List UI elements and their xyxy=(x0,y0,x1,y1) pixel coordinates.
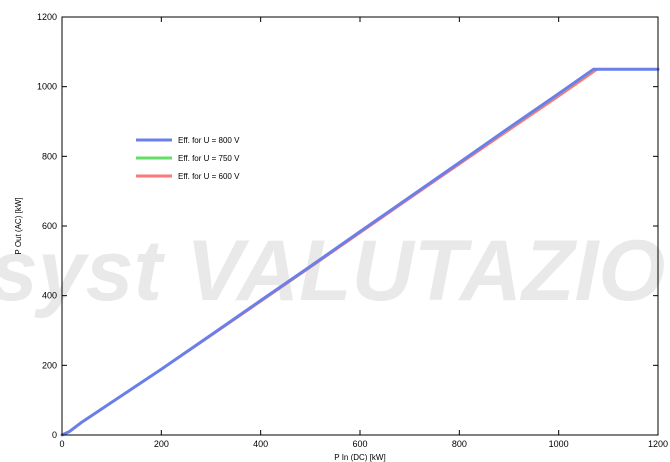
x-axis-label: P In (DC) [kW] xyxy=(334,453,385,462)
legend: Eff. for U = 800 V Eff. for U = 750 V Eff.… xyxy=(136,136,240,181)
y-tick-label: 400 xyxy=(42,291,57,301)
x-tick-label: 400 xyxy=(253,439,268,449)
y-tick-label: 600 xyxy=(42,221,57,231)
y-tick-label: 800 xyxy=(42,151,57,161)
y-tick-label: 1000 xyxy=(37,82,57,92)
x-axis: 0 200 400 600 800 1000 1200 xyxy=(59,17,668,449)
y-axis: 0 200 400 600 800 1000 1200 xyxy=(37,12,658,440)
x-tick-label: 600 xyxy=(352,439,367,449)
x-tick-label: 1200 xyxy=(648,439,668,449)
y-tick-label: 1200 xyxy=(37,12,57,22)
legend-label-2: Eff. for U = 750 V xyxy=(178,154,240,163)
y-tick-label: 0 xyxy=(52,430,57,440)
x-tick-label: 1000 xyxy=(549,439,569,449)
y-axis-label: P Out (AC) [kW] xyxy=(14,197,23,254)
y-tick-label: 200 xyxy=(42,360,57,370)
x-tick-label: 800 xyxy=(452,439,467,449)
legend-label-3: Eff. for U = 600 V xyxy=(178,172,240,181)
x-tick-label: 200 xyxy=(154,439,169,449)
series-line-1 xyxy=(60,67,660,437)
watermark: syst VALUTAZIO xyxy=(0,223,665,319)
plot-area xyxy=(60,67,660,437)
legend-label-1: Eff. for U = 800 V xyxy=(178,136,240,145)
x-tick-label: 0 xyxy=(59,439,64,449)
